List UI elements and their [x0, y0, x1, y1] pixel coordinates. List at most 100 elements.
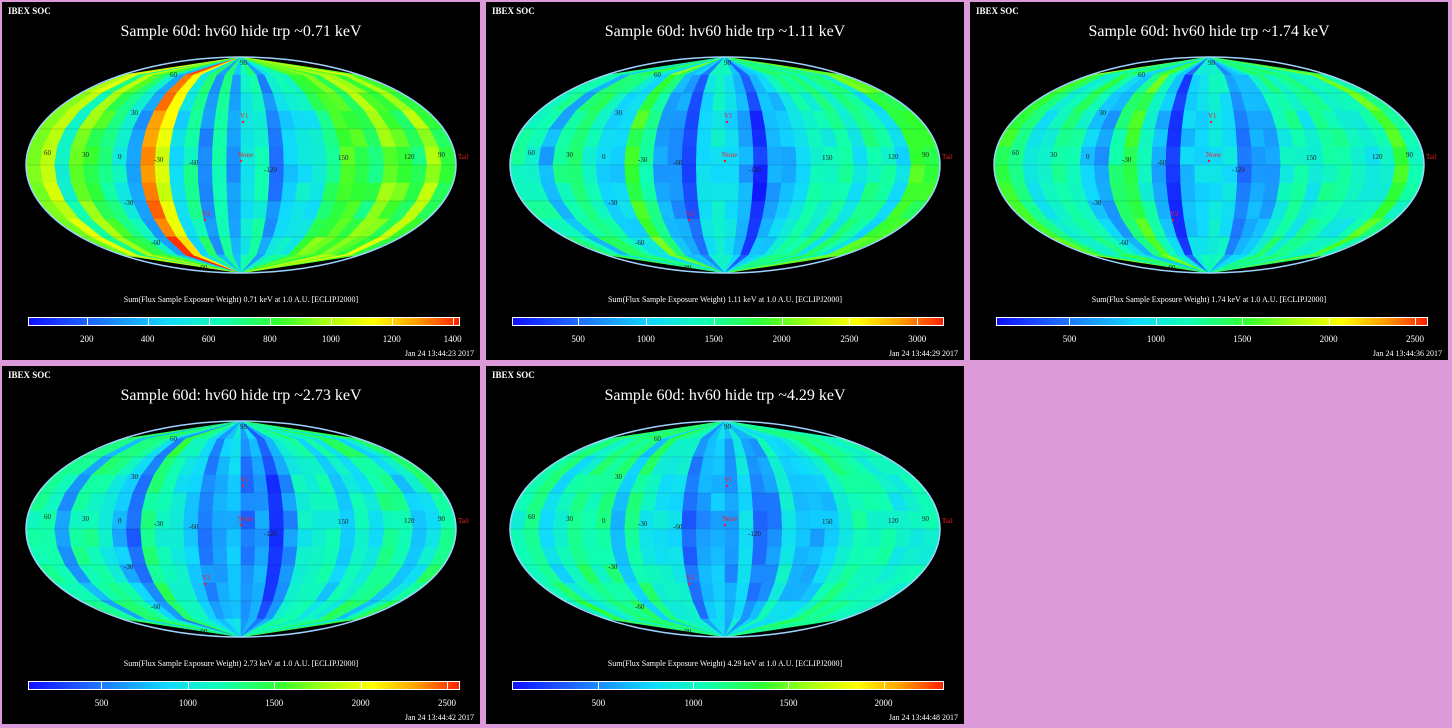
- colorbar-tick-label: 1500: [779, 698, 798, 708]
- flux-pixel: [710, 128, 726, 148]
- flux-pixel: [653, 546, 672, 566]
- flux-pixel: [697, 564, 713, 584]
- grid-coordinate-label: -30: [638, 520, 648, 528]
- colorbar-tick-label: 500: [94, 698, 109, 708]
- flux-pixel: [1165, 146, 1182, 166]
- colorbar-tickmark: [713, 317, 715, 326]
- skymap-panel-5: IBEX SOC Sample 60d: hv60 hide trp ~4.29…: [486, 366, 964, 724]
- grid-coordinate-label: 90: [724, 59, 732, 67]
- grid-coordinate-label: 90: [1406, 151, 1414, 159]
- flux-pixel: [1036, 164, 1054, 184]
- grid-coordinate-label: 60: [528, 513, 536, 521]
- flux-pixel: [696, 546, 712, 566]
- grid-coordinate-label: 60: [1138, 71, 1146, 79]
- flux-pixel: [837, 510, 855, 530]
- flux-pixel: [227, 474, 242, 494]
- sky-marker-label: None: [238, 151, 253, 159]
- grid-coordinate-label: 60: [654, 435, 662, 443]
- flux-pixel: [184, 182, 201, 202]
- flux-pixel: [1251, 164, 1267, 184]
- grid-coordinate-label: -120: [748, 530, 761, 538]
- colorbar-caption: Sum(Flux Sample Exposure Weight) 1.11 ke…: [607, 295, 843, 304]
- grid-coordinate-label: -30: [154, 156, 164, 164]
- flux-pixel: [268, 510, 285, 530]
- flux-pixel: [695, 164, 712, 184]
- grid-coordinate-label: 120: [1372, 153, 1383, 161]
- grid-coordinate-label: 0: [602, 153, 606, 161]
- colorbar: [996, 317, 1428, 326]
- timestamp: Jan 24 13:44:29 2017: [888, 349, 958, 358]
- flux-pixel: [228, 218, 242, 238]
- flux-pixel: [624, 164, 641, 184]
- flux-pixel: [254, 510, 271, 530]
- flux-pixel: [267, 182, 284, 202]
- flux-pixel: [695, 510, 712, 530]
- colorbar-tick-label: 1000: [684, 698, 703, 708]
- flux-pixel: [668, 182, 685, 202]
- skymap: 60 30 -30 -60 90 -90 60 30 0 -30 -60 -120 150 120 90 V1…: [25, 56, 469, 274]
- flux-pixel: [39, 164, 58, 184]
- flux-pixel: [125, 510, 143, 530]
- colorbar-tickmark: [452, 317, 454, 326]
- sky-marker-dot: [1171, 218, 1175, 222]
- flux-pixel: [738, 146, 755, 166]
- flux-pixel: [197, 528, 214, 548]
- flux-pixel: [381, 164, 400, 184]
- flux-pixel: [1265, 164, 1282, 184]
- flux-pixel: [1265, 146, 1282, 166]
- flux-pixel: [751, 546, 768, 566]
- flux-pixel: [183, 164, 199, 184]
- flux-pixel: [125, 146, 143, 166]
- grid-coordinate-label: 60: [528, 149, 536, 157]
- flux-pixel: [538, 146, 556, 166]
- flux-pixel: [283, 528, 299, 548]
- sky-marker-label: V2: [1170, 210, 1179, 218]
- flux-pixel: [240, 546, 256, 566]
- flux-pixel: [682, 546, 699, 566]
- flux-pixel: [240, 456, 254, 476]
- flux-pixel: [751, 128, 768, 148]
- flux-pixel: [1166, 182, 1183, 202]
- flux-pixel: [681, 510, 698, 530]
- flux-pixel: [154, 528, 171, 548]
- colorbar-tickmark: [269, 317, 271, 326]
- flux-pixel: [1406, 146, 1424, 166]
- flux-pixel: [566, 164, 585, 184]
- flux-pixel: [297, 528, 314, 548]
- flux-pixel: [1279, 146, 1296, 166]
- flux-pixel: [738, 182, 754, 202]
- flux-pixel: [283, 146, 299, 166]
- flux-pixel: [240, 528, 256, 548]
- flux-pixel: [1136, 146, 1153, 166]
- grid-coordinate-label: 60: [44, 149, 52, 157]
- flux-pixel: [212, 492, 228, 512]
- colorbar-tick-label: 1000: [636, 334, 655, 344]
- flux-pixel: [1050, 164, 1069, 184]
- colorbar: [28, 681, 460, 690]
- flux-pixel: [724, 254, 844, 273]
- flux-pixel: [667, 164, 683, 184]
- flux-pixel: [198, 492, 215, 512]
- flux-pixel: [154, 164, 171, 184]
- sky-marker-dot: [239, 159, 243, 163]
- sky-marker-dot: [239, 523, 243, 527]
- flux-pixel: [1208, 200, 1223, 220]
- flux-pixel: [652, 146, 669, 166]
- grid-coordinate-label: 30: [566, 515, 574, 523]
- grid-coordinate-label: 60: [1012, 149, 1020, 157]
- flux-pixel: [140, 164, 157, 184]
- flux-pixel: [538, 164, 556, 184]
- flux-pixel: [781, 528, 798, 548]
- flux-pixel: [1152, 128, 1169, 148]
- flux-pixel: [737, 110, 753, 130]
- flux-pixel: [724, 564, 739, 584]
- flux-pixel: [795, 164, 812, 184]
- flux-pixel: [353, 164, 371, 184]
- flux-pixel: [697, 474, 713, 494]
- flux-pixel: [353, 510, 371, 530]
- sky-marker-label: None: [1206, 151, 1221, 159]
- tail-marker-label: Tail: [458, 153, 469, 161]
- flux-pixel: [1196, 92, 1210, 112]
- soc-tag: IBEX SOC: [976, 6, 1019, 16]
- flux-pixel: [297, 510, 314, 530]
